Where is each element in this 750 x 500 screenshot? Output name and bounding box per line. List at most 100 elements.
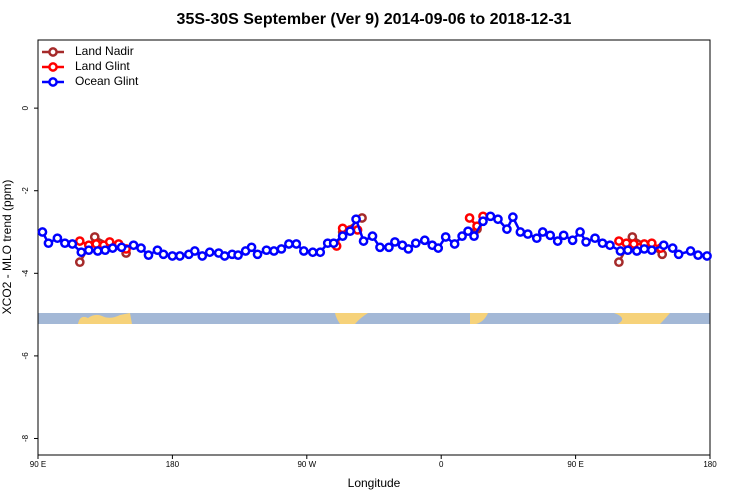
data-point xyxy=(693,250,703,260)
data-point xyxy=(485,211,496,222)
data-point xyxy=(52,233,63,244)
data-point xyxy=(92,246,103,256)
data-point xyxy=(83,245,94,256)
data-point xyxy=(252,249,263,260)
data-point xyxy=(315,247,326,258)
data-point xyxy=(358,236,369,246)
data-point xyxy=(639,244,650,254)
data-point xyxy=(158,249,169,260)
data-point xyxy=(581,237,591,247)
data-point xyxy=(590,233,600,244)
legend-label: Land Glint xyxy=(75,59,130,73)
data-point xyxy=(337,231,348,241)
data-point xyxy=(463,226,473,237)
data-point xyxy=(515,227,526,237)
data-point xyxy=(558,230,569,241)
data-point xyxy=(116,242,127,253)
legend-label: Ocean Glint xyxy=(75,74,139,88)
data-point xyxy=(189,246,200,256)
x-tick-label: 90 W xyxy=(297,460,316,469)
data-point xyxy=(502,224,512,234)
data-point xyxy=(567,235,578,246)
data-point xyxy=(298,246,309,256)
data-point xyxy=(646,245,657,256)
data-point xyxy=(449,239,460,249)
data-point xyxy=(457,231,467,241)
data-point xyxy=(702,251,712,261)
y-tick-label: -4 xyxy=(21,269,30,277)
data-point xyxy=(597,238,608,249)
x-tick-label: 0 xyxy=(439,460,444,469)
data-point xyxy=(345,226,355,237)
x-tick-label: 90 E xyxy=(30,460,46,469)
data-point xyxy=(107,243,118,253)
data-point xyxy=(537,227,548,237)
data-point xyxy=(375,242,385,253)
data-point xyxy=(685,246,696,256)
data-point xyxy=(328,238,339,249)
chart-title: 35S-30S September (Ver 9) 2014-09-06 to … xyxy=(177,11,572,28)
data-point xyxy=(531,233,542,244)
data-point xyxy=(291,239,302,249)
data-point xyxy=(384,242,394,253)
y-tick-label: -8 xyxy=(21,434,30,442)
data-point xyxy=(60,238,70,249)
data-point xyxy=(307,247,318,258)
data-point xyxy=(410,238,421,249)
data-point xyxy=(433,243,444,253)
data-point xyxy=(469,231,479,241)
data-point xyxy=(43,238,54,249)
data-point xyxy=(246,242,257,253)
data-point xyxy=(233,250,243,260)
data-point xyxy=(128,240,139,251)
data-point xyxy=(175,251,185,261)
legend-marker xyxy=(48,62,58,72)
data-point xyxy=(269,246,279,256)
data-point xyxy=(136,243,146,253)
data-point xyxy=(508,212,518,222)
legend-marker xyxy=(48,47,58,57)
x-tick-label: 180 xyxy=(166,460,180,469)
data-point xyxy=(673,249,684,260)
data-point xyxy=(667,243,678,253)
data-point xyxy=(390,237,400,247)
series xyxy=(37,211,712,261)
data-point xyxy=(284,239,294,249)
data-point xyxy=(100,245,111,256)
data-point xyxy=(623,245,633,256)
map-strip xyxy=(38,313,710,324)
data-point xyxy=(614,236,624,246)
y-tick-label: -6 xyxy=(21,352,30,360)
legend-marker xyxy=(48,77,58,87)
data-point xyxy=(37,227,48,237)
data-point xyxy=(614,257,624,268)
data-point xyxy=(440,232,451,242)
plot-frame xyxy=(37,39,711,456)
data-point xyxy=(493,214,503,225)
x-tick-label: 180 xyxy=(703,460,717,469)
y-tick-label: -2 xyxy=(21,187,30,195)
data-point xyxy=(351,214,361,225)
data-point xyxy=(464,213,475,223)
data-point xyxy=(367,231,378,241)
data-point xyxy=(403,244,414,254)
data-point xyxy=(575,227,585,237)
x-axis-label: Longitude xyxy=(348,476,401,490)
data-point xyxy=(76,247,87,258)
x-tick-label: 90 E xyxy=(567,460,583,469)
data-point xyxy=(67,239,78,249)
data-point xyxy=(143,250,154,260)
data-point xyxy=(631,246,642,256)
data-point xyxy=(615,246,626,256)
legend-label: Land Nadir xyxy=(75,44,134,58)
data-point xyxy=(74,236,85,246)
y-axis-label: XCO2 - MLO trend (ppm) xyxy=(0,180,14,315)
data-point xyxy=(197,251,208,261)
data-point xyxy=(605,240,615,251)
data-point xyxy=(552,236,563,246)
data-point xyxy=(522,229,533,239)
data-point xyxy=(478,216,488,227)
data-point xyxy=(419,235,430,246)
